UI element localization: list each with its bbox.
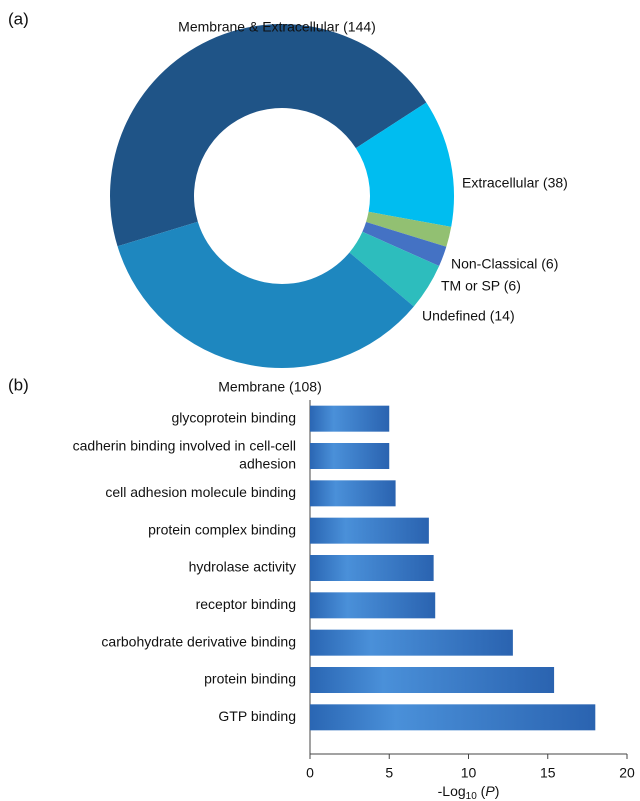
x-tick-label: 5 [385, 765, 393, 781]
y-tick-label: adhesion [239, 456, 296, 472]
x-axis-label-part: 10 [466, 791, 478, 801]
y-tick-label: cadherin binding involved in cell-cell [73, 438, 296, 454]
donut-slice [355, 102, 455, 227]
donut-slice [362, 221, 447, 266]
slice-label: Non-Classical (6) [451, 256, 558, 272]
donut-slice [366, 211, 452, 247]
x-tick-label: 15 [540, 765, 556, 781]
x-axis-label-part: -Log [438, 783, 466, 799]
bar [310, 443, 390, 469]
y-tick-label: protein complex binding [148, 521, 296, 537]
panel-label: (b) [8, 375, 29, 394]
y-tick-label: glycoprotein binding [171, 409, 296, 425]
y-tick-label: cell adhesion molecule binding [105, 484, 296, 500]
x-tick-label: 10 [461, 765, 477, 781]
bar [310, 480, 396, 507]
y-tick-label: receptor binding [196, 596, 296, 612]
bar [310, 405, 390, 432]
bar [310, 555, 434, 581]
panel-label: (a) [8, 9, 29, 28]
x-tick-label: 0 [306, 765, 314, 781]
y-tick-label: carbohydrate derivative binding [101, 633, 296, 649]
donut-slice [349, 231, 440, 307]
donut-slice [117, 221, 414, 368]
slice-label: Extracellular (38) [462, 175, 568, 191]
bar [310, 667, 555, 693]
bar [310, 592, 436, 619]
y-tick-label: GTP binding [218, 708, 296, 724]
donut-slice [109, 23, 427, 247]
slice-label: Membrane (108) [218, 379, 322, 395]
x-axis-label-part: P [485, 783, 495, 799]
x-axis-label: -Log10 (P) [438, 783, 500, 801]
bar [310, 704, 596, 731]
slice-label: TM or SP (6) [441, 278, 521, 294]
bar [310, 629, 513, 656]
x-axis-label-part: ( [477, 783, 486, 799]
bar [310, 517, 429, 544]
slice-label: Membrane & Extracellular (144) [178, 19, 376, 35]
x-axis-label-part: ) [495, 783, 500, 799]
y-tick-label: protein binding [204, 671, 296, 687]
y-tick-label: hydrolase activity [189, 559, 296, 575]
slice-label: Undefined (14) [422, 308, 515, 324]
x-tick-label: 20 [619, 765, 635, 781]
